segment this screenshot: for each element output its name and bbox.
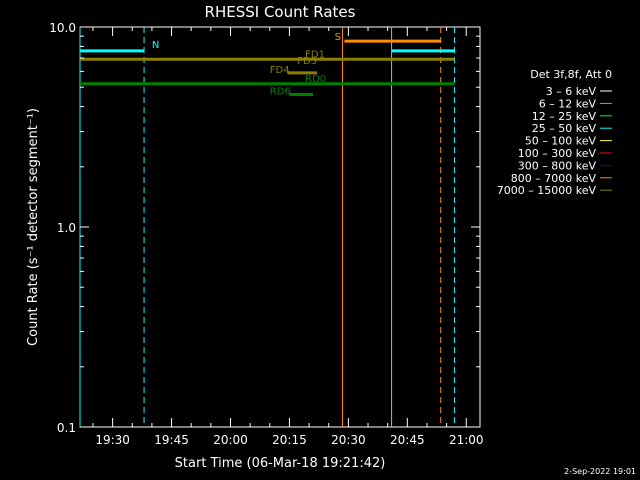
x-tick-label: 20:45 <box>390 433 425 447</box>
footer-date: 2-Sep-2022 19:01 <box>564 467 636 476</box>
x-tick-label: 20:15 <box>272 433 307 447</box>
annotation-fd4: FD4 <box>270 65 290 76</box>
legend-label: 100 – 300 keV <box>518 147 597 160</box>
y-tick-label: 10.0 <box>49 21 76 35</box>
y-tick-label: 1.0 <box>57 221 76 235</box>
x-tick-label: 21:00 <box>449 433 484 447</box>
legend-label: 6 – 12 keV <box>539 97 597 110</box>
x-tick-label: 19:45 <box>154 433 189 447</box>
annotation-s: S <box>335 32 341 43</box>
legend-label: 12 – 25 keV <box>532 110 597 123</box>
y-tick-label: 0.1 <box>57 421 76 435</box>
legend-label: 3 – 6 keV <box>546 85 597 98</box>
legend-title: Det 3f,8f, Att 0 <box>530 68 612 81</box>
legend-label: 25 – 50 keV <box>532 122 597 135</box>
x-tick-label: 20:00 <box>213 433 248 447</box>
y-axis-label: Count Rate (s⁻¹ detector segment⁻¹) <box>26 108 41 346</box>
annotation-n: N <box>152 40 159 51</box>
annotation-rd0: RD0 <box>305 74 326 85</box>
annotation-fd1: FD1 <box>305 49 325 60</box>
x-tick-label: 19:30 <box>95 433 130 447</box>
legend-label: 50 – 100 keV <box>525 135 597 148</box>
x-axis-label: Start Time (06-Mar-18 19:21:42) <box>175 456 386 471</box>
legend-label: 300 – 800 keV <box>518 159 597 172</box>
annotation-fd3: FD3 <box>297 56 317 67</box>
legend-label: 800 – 7000 keV <box>511 172 597 185</box>
chart-title: RHESSI Count Rates <box>205 3 356 21</box>
legend-label: 7000 – 15000 keV <box>497 184 597 197</box>
axis-ticks: 19:30 19:45 20:00 20:15 20:30 20:45 21:00 0.1 1.… <box>49 21 483 447</box>
x-tick-label: 20:30 <box>331 433 366 447</box>
annotation-rd6: RD6 <box>270 86 291 97</box>
